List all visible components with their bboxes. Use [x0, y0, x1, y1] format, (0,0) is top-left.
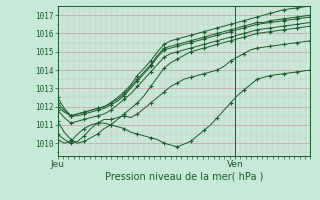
- X-axis label: Pression niveau de la mer( hPa ): Pression niveau de la mer( hPa ): [105, 172, 263, 182]
